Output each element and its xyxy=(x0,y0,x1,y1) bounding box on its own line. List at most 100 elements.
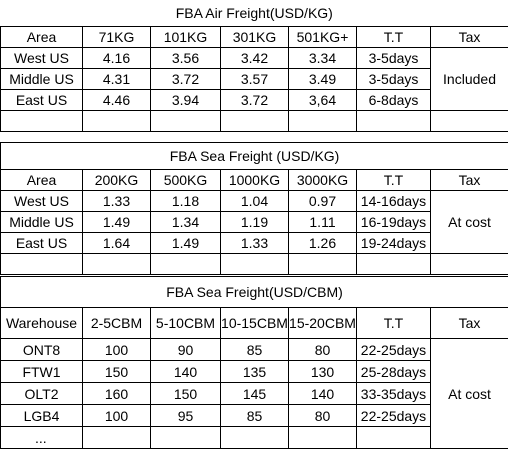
rate-cell: 85 xyxy=(220,404,289,427)
empty-cell xyxy=(429,253,508,275)
header-cell: 10-15CBM xyxy=(220,307,289,339)
transit-time-cell: 22-25days xyxy=(356,404,431,427)
empty-row xyxy=(0,253,508,275)
empty-cell xyxy=(150,110,221,132)
sea-freight-kg-table: FBA Sea Freight (USD/KG) Area 200KG 500K… xyxy=(0,142,508,275)
rate-cell: 1.18 xyxy=(150,190,221,212)
area-cell: West US xyxy=(0,190,83,212)
header-cell: 1000KG xyxy=(220,169,289,191)
area-cell: Middle US xyxy=(0,211,83,233)
warehouse-cell: OLT2 xyxy=(0,382,83,405)
empty-row xyxy=(0,110,508,132)
rate-cell: 1.19 xyxy=(220,211,289,233)
transit-time-cell: 25-28days xyxy=(356,360,431,383)
empty-cell xyxy=(356,110,431,132)
transit-time-cell: 3-5days xyxy=(356,47,431,69)
rate-cell: 1.34 xyxy=(150,211,221,233)
empty-cell xyxy=(220,110,289,132)
table-row: West US 1.33 1.18 1.04 0.97 14-16days At… xyxy=(0,190,508,254)
tax-cell: Included xyxy=(429,47,508,111)
sea-cbm-header-row: Warehouse 2-5CBM 5-10CBM 10-15CBM 15-20C… xyxy=(0,307,508,339)
rate-cell: 1.49 xyxy=(150,232,221,254)
sea-freight-cbm-table: FBA Sea Freight(USD/CBM) Warehouse 2-5CB… xyxy=(0,276,508,449)
rate-cell: 3.72 xyxy=(220,89,289,111)
air-freight-table: FBA Air Freight(USD/KG) Area 71KG 101KG … xyxy=(0,0,508,132)
rate-cell: 0.97 xyxy=(288,190,357,212)
tax-cell: At cost xyxy=(429,338,508,449)
header-cell: 2-5CBM xyxy=(82,307,151,339)
empty-cell xyxy=(288,110,357,132)
transit-time-cell: 14-16days xyxy=(356,190,431,212)
rate-cell: 150 xyxy=(150,382,221,405)
rate-cell: 4.16 xyxy=(82,47,151,69)
header-cell: T.T xyxy=(356,169,431,191)
rate-cell: 1.64 xyxy=(82,232,151,254)
rate-cell: 3.57 xyxy=(220,68,289,90)
header-cell: 500KG xyxy=(150,169,221,191)
tax-cell: At cost xyxy=(429,190,508,254)
warehouse-cell: ONT8 xyxy=(0,338,83,361)
rate-cell: 130 xyxy=(288,360,357,383)
table-row: Middle US 4.31 3.72 3.57 3.49 3-5days xyxy=(0,68,508,90)
air-header-row: Area 71KG 101KG 301KG 501KG+ T.T Tax xyxy=(0,26,508,48)
empty-cell xyxy=(356,426,431,449)
empty-cell xyxy=(150,253,221,275)
sea-freight-kg-title: FBA Sea Freight (USD/KG) xyxy=(0,142,508,170)
rate-cell: 90 xyxy=(150,338,221,361)
table-row: ONT8 100 90 85 80 22-25days At cost xyxy=(0,338,508,449)
rate-cell: 140 xyxy=(288,382,357,405)
rate-cell: 1.49 xyxy=(82,211,151,233)
rate-cell: 100 xyxy=(82,404,151,427)
rate-cell: 3.42 xyxy=(220,47,289,69)
rate-cell: 1.33 xyxy=(82,190,151,212)
rate-cell: 1.04 xyxy=(220,190,289,212)
header-cell: 5-10CBM xyxy=(150,307,221,339)
table-row: East US 1.64 1.49 1.33 1.26 19-24days xyxy=(0,232,508,254)
empty-cell xyxy=(82,426,151,449)
area-cell: West US xyxy=(0,47,83,69)
header-cell: 101KG xyxy=(150,26,221,48)
transit-time-cell: 33-35days xyxy=(356,382,431,405)
empty-cell xyxy=(288,253,357,275)
rate-cell: 140 xyxy=(150,360,221,383)
header-cell: Area xyxy=(0,26,83,48)
transit-time-cell: 16-19days xyxy=(356,211,431,233)
table-row: West US 4.16 3.56 3.42 3.34 3-5days Incl… xyxy=(0,47,508,111)
header-cell: Warehouse xyxy=(0,307,83,339)
rate-cell: 150 xyxy=(82,360,151,383)
empty-cell xyxy=(220,253,289,275)
more-rows-ellipsis: ... xyxy=(0,426,83,449)
table-row: ... xyxy=(0,426,508,449)
transit-time-cell: 19-24days xyxy=(356,232,431,254)
rate-cell: 80 xyxy=(288,338,357,361)
header-cell: Tax xyxy=(429,307,508,339)
area-cell: Middle US xyxy=(0,68,83,90)
header-cell: 3000KG xyxy=(288,169,357,191)
empty-cell xyxy=(429,110,508,132)
rate-cell: 3.72 xyxy=(150,68,221,90)
rate-cell: 80 xyxy=(288,404,357,427)
transit-time-cell: 3-5days xyxy=(356,68,431,90)
area-cell: East US xyxy=(0,232,83,254)
rate-cell: 1.26 xyxy=(288,232,357,254)
table-row: Middle US 1.49 1.34 1.19 1.11 16-19days xyxy=(0,211,508,233)
empty-cell xyxy=(150,426,221,449)
header-cell: 301KG xyxy=(220,26,289,48)
rate-cell: 3.94 xyxy=(150,89,221,111)
empty-cell xyxy=(288,426,357,449)
header-cell: Tax xyxy=(429,26,508,48)
rate-cell: 135 xyxy=(220,360,289,383)
header-cell: Tax xyxy=(429,169,508,191)
header-cell: T.T xyxy=(356,26,431,48)
header-cell: 15-20CBM xyxy=(288,307,357,339)
rate-cell: 3.56 xyxy=(150,47,221,69)
rate-cell: 1.11 xyxy=(288,211,357,233)
sea-kg-header-row: Area 200KG 500KG 1000KG 3000KG T.T Tax xyxy=(0,169,508,191)
warehouse-cell: FTW1 xyxy=(0,360,83,383)
rate-cell: 145 xyxy=(220,382,289,405)
rate-cell: 4.46 xyxy=(82,89,151,111)
empty-cell xyxy=(82,253,151,275)
empty-cell xyxy=(356,253,431,275)
header-cell: Area xyxy=(0,169,83,191)
